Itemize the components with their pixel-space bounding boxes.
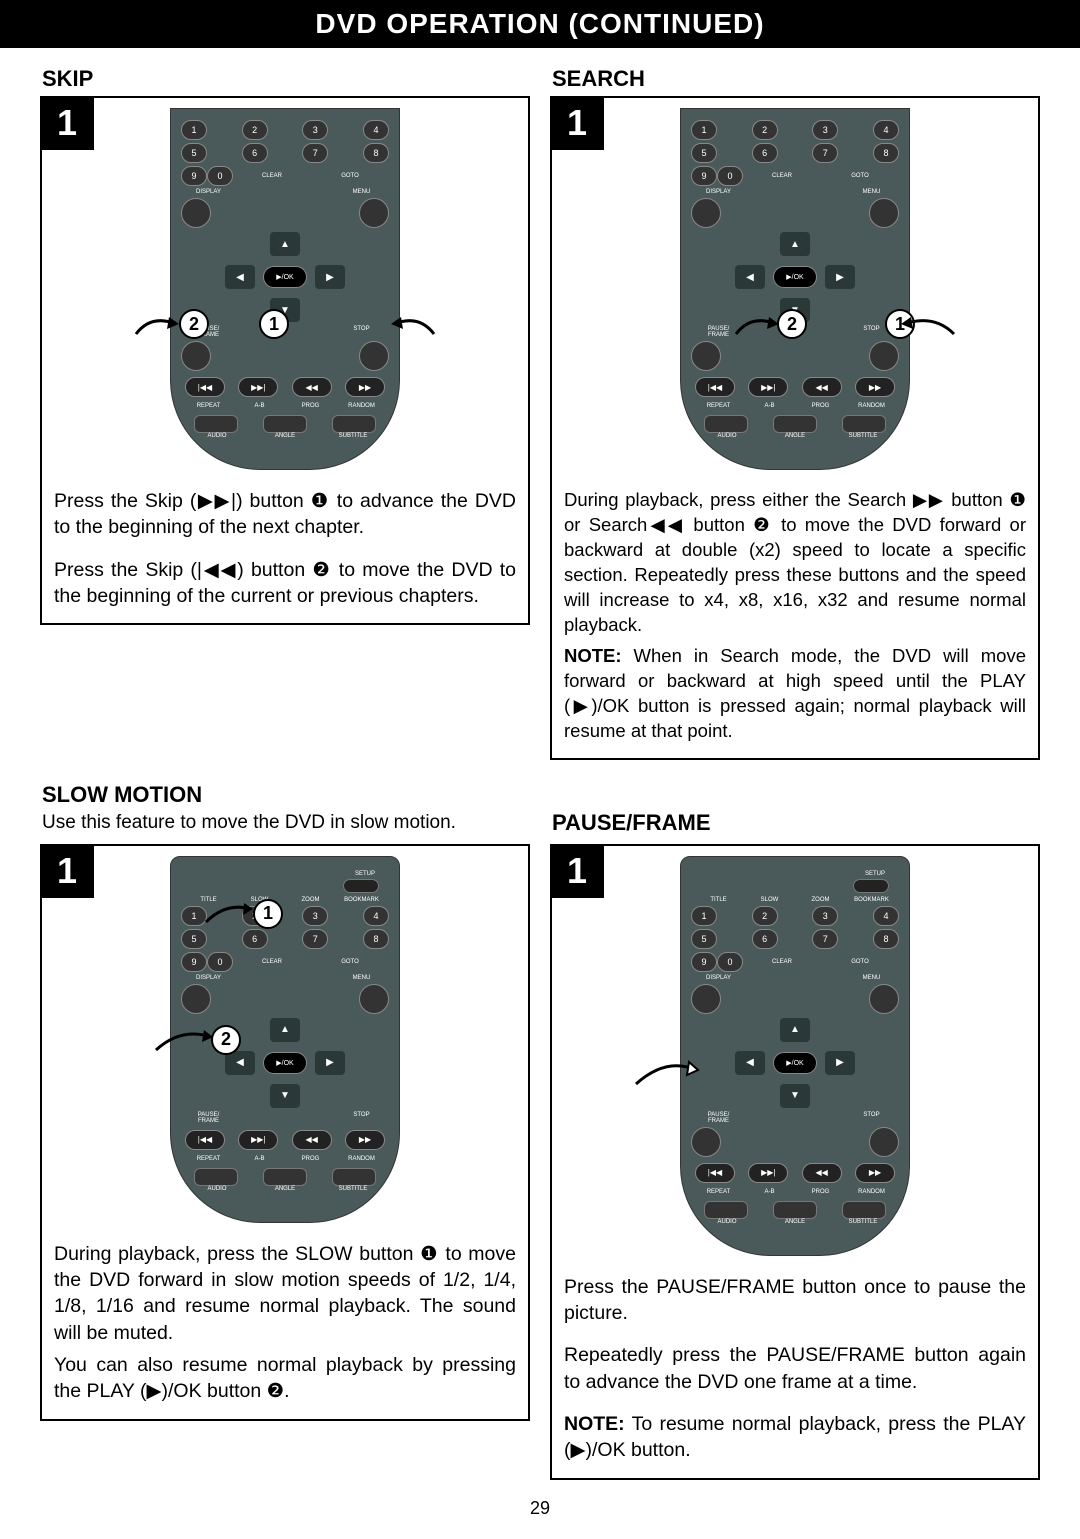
page-content: SKIP 1 1234 5678 90CLEARGOTO DISPLAYMENU… — [0, 58, 1080, 1539]
btn-3: 3 — [302, 120, 328, 140]
dpad: ▲ ◀ ▶/OK ▶ ▼ — [205, 232, 365, 322]
skip-fwd-button: ▶▶| — [238, 377, 278, 397]
lbl-clear: CLEAR — [233, 173, 311, 179]
slow-p1: During playback, press the SLOW button ❶… — [54, 1241, 516, 1346]
play-ok-button: ▶/OK — [263, 266, 307, 288]
btn-6: 6 — [242, 143, 268, 163]
skip-p2: Press the Skip (|◀◀) button ❷ to move th… — [54, 557, 516, 610]
skip-title: SKIP — [42, 66, 530, 92]
btn-1: 1 — [181, 120, 207, 140]
btn-5: 5 — [181, 143, 207, 163]
lbl-stop: STOP — [336, 326, 387, 338]
pause-title: PAUSE/FRAME — [552, 810, 1040, 836]
btn-8: 8 — [363, 143, 389, 163]
btn-menu — [359, 198, 389, 228]
remote-skip: 1 2 3 4 5 6 7 8 90CLEARGOTO DISPLAY MENU ▲ ◀ ▶/… — [170, 108, 400, 470]
lbl-goto: GOTO — [311, 173, 389, 179]
page-number: 29 — [40, 1498, 1040, 1519]
slow-callout-1: 1 — [253, 899, 283, 929]
btn-2: 2 — [242, 120, 268, 140]
search-arrow-left — [731, 309, 781, 349]
search-title: SEARCH — [552, 66, 1040, 92]
lbl-ab: A-B — [234, 403, 285, 409]
btn-7: 7 — [302, 143, 328, 163]
skip-arrow-left — [131, 309, 181, 349]
btn-setup — [343, 879, 379, 893]
forward-button: ▶▶ — [345, 377, 385, 397]
page-header: DVD OPERATION (CONTINUED) — [0, 0, 1080, 48]
pause-arrow — [631, 1052, 701, 1097]
search-callout-2: 2 — [777, 309, 807, 339]
skip-arrow-right — [389, 309, 439, 349]
lbl-repeat: REPEAT — [183, 403, 234, 409]
dpad-left: ◀ — [225, 265, 255, 289]
slow-subtitle: Use this feature to move the DVD in slow… — [42, 812, 530, 834]
remote-pause: SETUP TITLESLOWZOOMBOOKMARK 1234 5678 90… — [680, 856, 910, 1256]
search-note: NOTE: When in Search mode, the DVD will … — [564, 644, 1026, 744]
pause-step-badge: 1 — [550, 844, 604, 898]
dpad-up: ▲ — [270, 232, 300, 256]
pause-note: NOTE: To resume normal playback, press t… — [564, 1411, 1026, 1464]
dpad-right: ▶ — [315, 265, 345, 289]
rewind-button: ◀◀ — [292, 377, 332, 397]
skip-back-button: |◀◀ — [185, 377, 225, 397]
lbl-prog: PROG — [285, 403, 336, 409]
btn-stop — [359, 341, 389, 371]
search-box: 1 1234 5678 90CLEARGOTO DISPLAYMENU ▲◀ ▶… — [550, 96, 1040, 760]
pause-p2: Repeatedly press the PAUSE/FRAME button … — [564, 1342, 1026, 1395]
lbl-audio: AUDIO — [183, 433, 251, 439]
skip-step-badge: 1 — [40, 96, 94, 150]
lbl-menu: MENU — [336, 189, 387, 195]
pause-box: 1 SETUP TITLESLOWZOOMBOOKMARK 1234 5678 … — [550, 844, 1040, 1480]
remote-search: 1234 5678 90CLEARGOTO DISPLAYMENU ▲◀ ▶/O… — [680, 108, 910, 470]
lbl-random: RANDOM — [336, 403, 387, 409]
btn-audio — [194, 415, 238, 433]
search-step-badge: 1 — [550, 96, 604, 150]
btn-display — [181, 198, 211, 228]
lbl-angle: ANGLE — [251, 433, 319, 439]
slow-box: 1 SETUP TITLESLOWZOOMBOOKMARK 1234 5678 … — [40, 844, 530, 1421]
lbl-display: DISPLAY — [183, 189, 234, 195]
search-forward-button: ▶▶ — [855, 377, 895, 397]
slow-p2: You can also resume normal playback by p… — [54, 1352, 516, 1405]
search-p1: During playback, press either the Search… — [564, 488, 1026, 638]
slow-arrow-2 — [151, 1022, 216, 1062]
skip-callout-2: 2 — [179, 309, 209, 339]
remote-slow: SETUP TITLESLOWZOOMBOOKMARK 1234 5678 90… — [170, 856, 400, 1223]
lbl-subtitle: SUBTITLE — [319, 433, 387, 439]
btn-angle — [263, 415, 307, 433]
btn-subtitle — [332, 415, 376, 433]
pause-p1: Press the PAUSE/FRAME button once to pau… — [564, 1274, 1026, 1327]
slow-play-ok: ▶/OK — [263, 1052, 307, 1074]
btn-pause — [181, 341, 211, 371]
search-rewind-button: ◀◀ — [802, 377, 842, 397]
skip-box: 1 1 2 3 4 5 6 7 8 90CLEARGOTO DISPLAY MENU ▲ ◀ … — [40, 96, 530, 625]
btn-4: 4 — [363, 120, 389, 140]
slow-arrow-1 — [201, 897, 256, 932]
search-arrow-right — [899, 309, 959, 349]
slow-title: SLOW MOTION — [42, 782, 530, 808]
btn-9: 9 — [181, 166, 207, 186]
slow-step-badge: 1 — [40, 844, 94, 898]
pause-frame-button — [691, 1127, 721, 1157]
btn-0: 0 — [207, 166, 233, 186]
skip-p1: Press the Skip (▶▶|) button ❶ to advance… — [54, 488, 516, 541]
skip-callout-1: 1 — [259, 309, 289, 339]
